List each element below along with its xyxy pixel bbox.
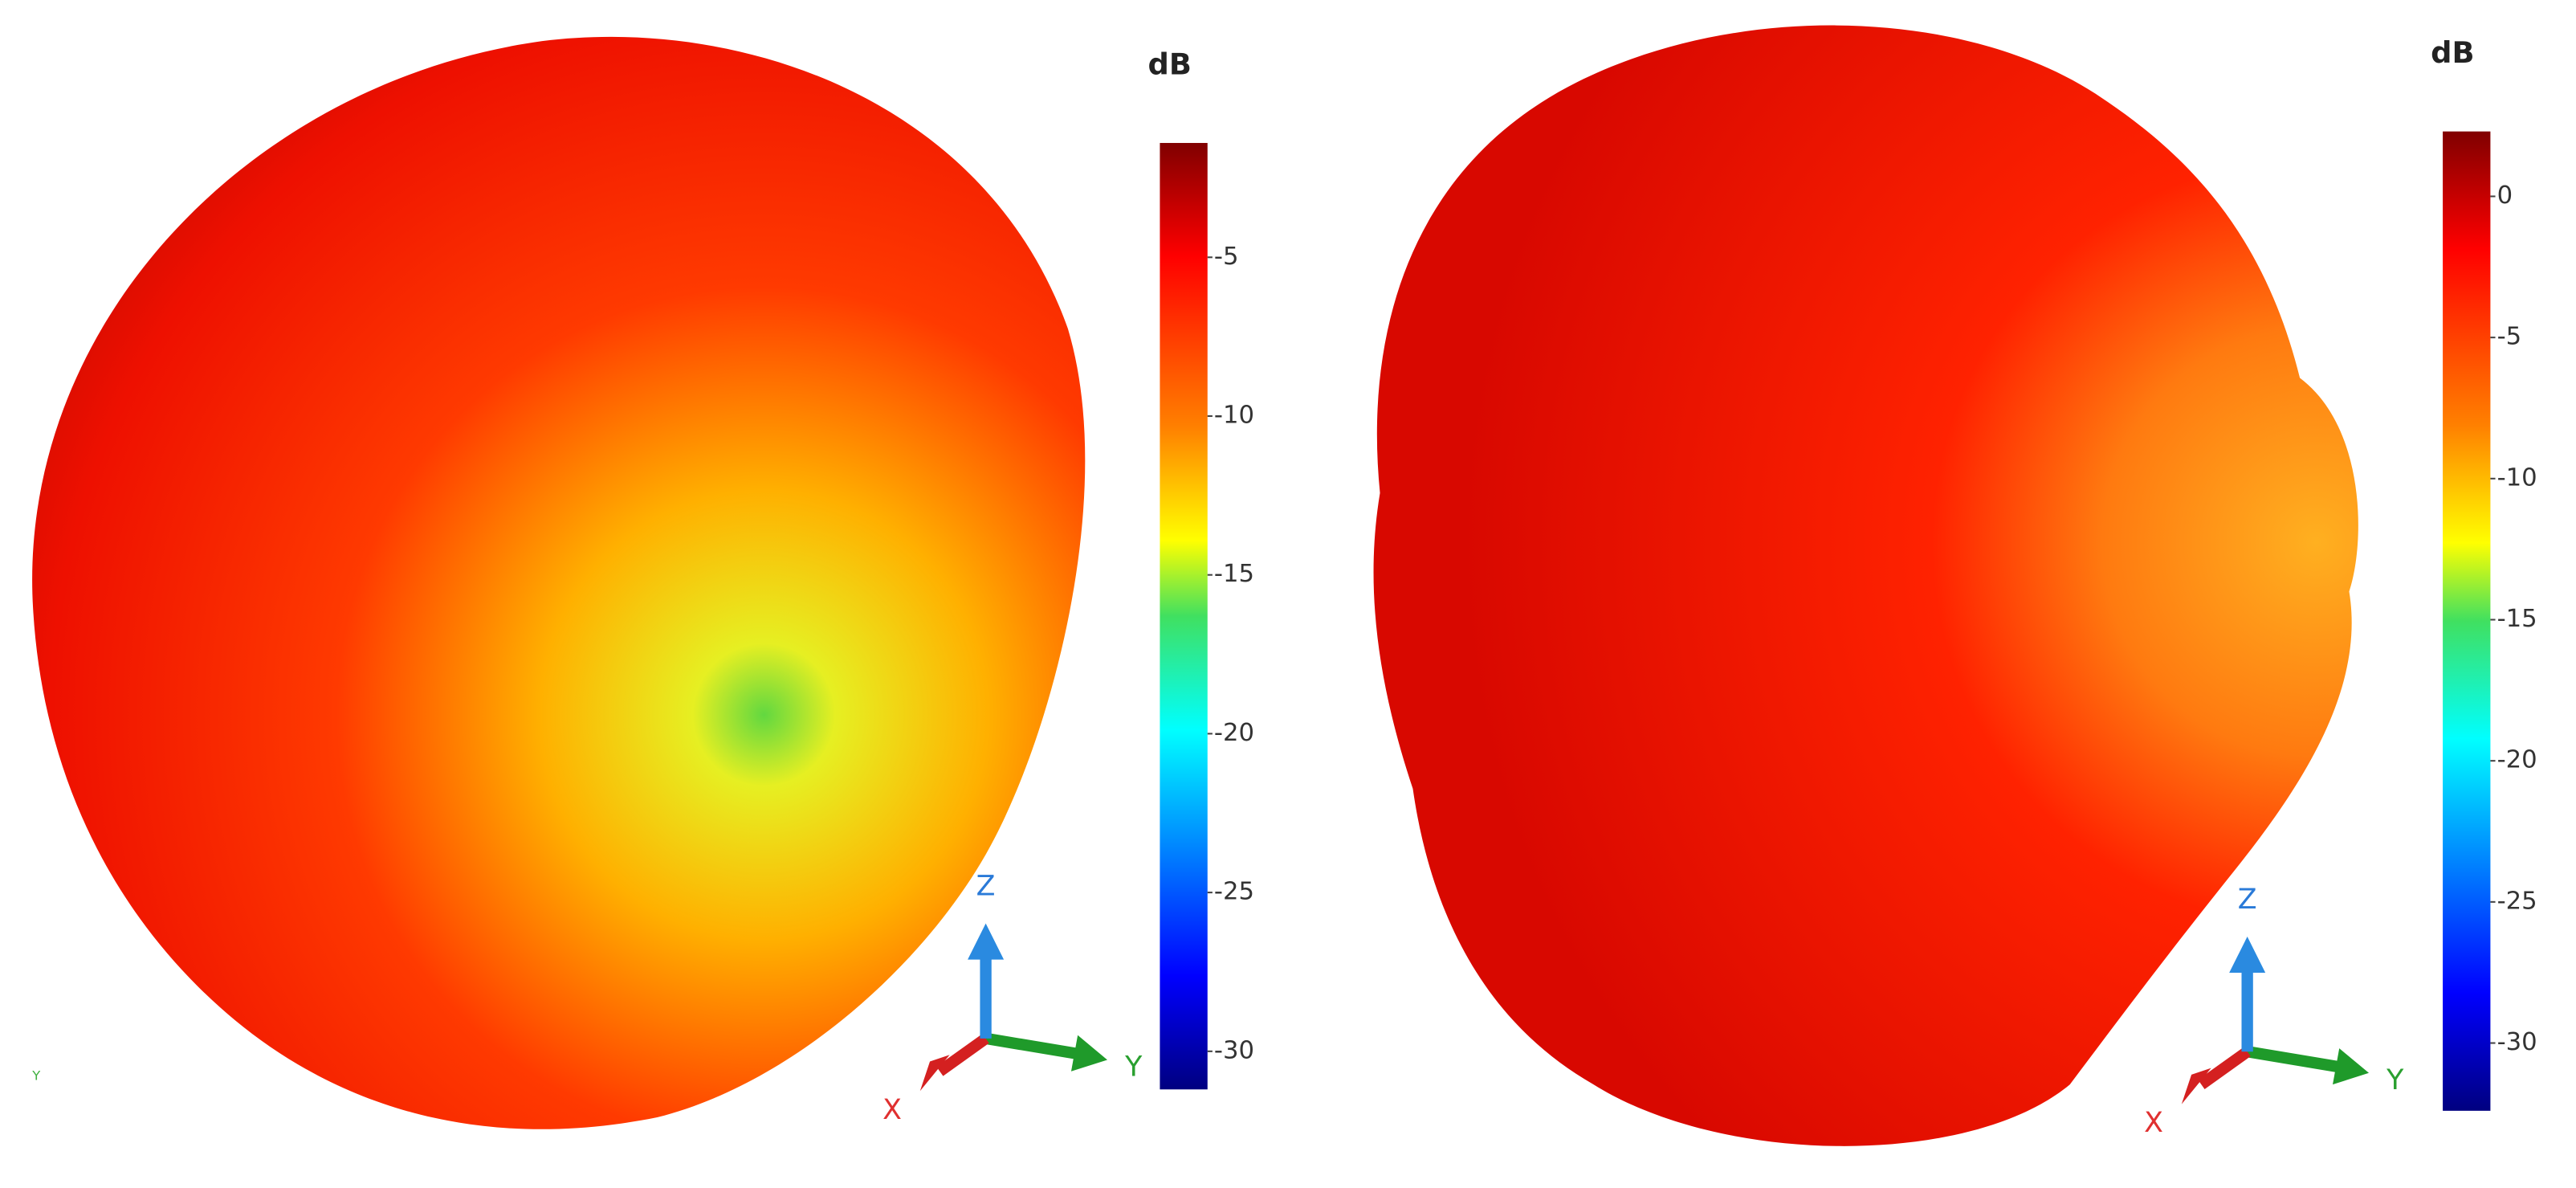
colorbar-tick-label: -15: [2497, 605, 2537, 633]
y-axis-arrow: [2246, 1046, 2347, 1074]
z-axis-arrow-head: [968, 923, 1005, 960]
axis-label-y: Y: [2386, 1064, 2404, 1096]
axis-label-x: X: [882, 1094, 902, 1126]
axis-label-x: X: [2144, 1107, 2163, 1139]
pattern-surface: [1373, 25, 2358, 1146]
z-axis-arrow-head: [2229, 937, 2266, 974]
colorbar-tick-label: 0: [2497, 182, 2513, 210]
y-axis-arrow-head: [2333, 1048, 2370, 1085]
pattern-surface: [32, 36, 1086, 1129]
colorbar-tick-label: -10: [1214, 402, 1254, 430]
axis-label-y: Y: [1124, 1051, 1143, 1084]
colorbar-tick-label: -30: [1214, 1036, 1254, 1064]
y-axis-arrow: [984, 1032, 1086, 1061]
x-axis-arrow: [936, 1034, 989, 1076]
colorbar-tick-label: -25: [2497, 887, 2537, 915]
colorbar-tick-label: -20: [1214, 719, 1254, 747]
colorbar-tick-label: -5: [2497, 323, 2522, 351]
colorbar-label: dB: [2431, 35, 2474, 70]
colorbar: [2443, 131, 2491, 1111]
colorbar: [1160, 142, 1208, 1090]
axis-label-z: Z: [2238, 884, 2257, 916]
x-axis-arrow-head: [919, 1055, 950, 1092]
colorbar-tick-label: -15: [1214, 560, 1254, 588]
corner-label: Y: [31, 1068, 41, 1083]
axis-label-z: Z: [976, 871, 996, 903]
colorbar-tick-label: -10: [2497, 463, 2537, 492]
colorbar-tick-label: -25: [1214, 878, 1254, 906]
colorbar-label: dB: [1148, 47, 1192, 81]
colorbar-tick-label: -5: [1214, 243, 1239, 271]
x-axis-arrow: [2198, 1047, 2251, 1089]
colorbar-tick-label: -30: [2497, 1028, 2537, 1056]
colorbar-tick-label: -20: [2497, 746, 2537, 774]
y-axis-arrow-head: [1070, 1035, 1107, 1072]
